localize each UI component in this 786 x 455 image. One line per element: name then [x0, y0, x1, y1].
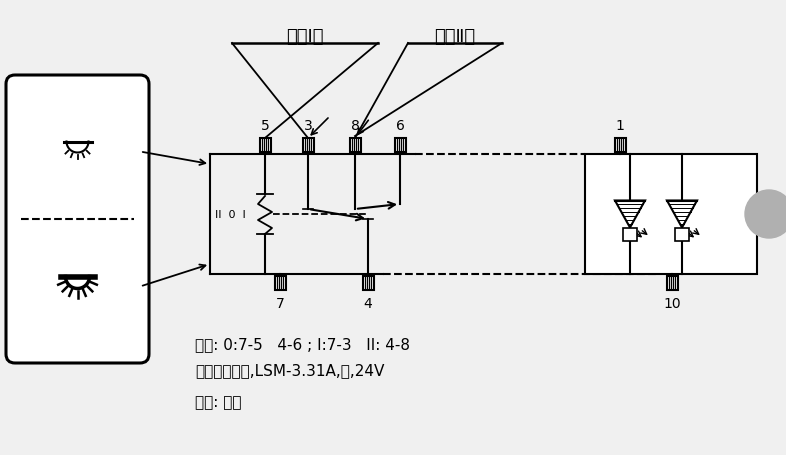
Bar	[303, 139, 314, 153]
Bar	[274, 276, 285, 290]
Text: II  0  I: II 0 I	[215, 210, 246, 219]
Bar	[585, 155, 757, 274]
Circle shape	[745, 191, 786, 238]
Polygon shape	[615, 201, 645, 228]
Bar	[623, 228, 637, 241]
Bar	[362, 276, 373, 290]
Bar	[395, 139, 406, 153]
Text: 4: 4	[364, 296, 373, 310]
Text: 档位: 0:7-5   4-6 ; I:7-3   II: 4-8: 档位: 0:7-5 4-6 ; I:7-3 II: 4-8	[195, 336, 410, 351]
Bar	[615, 139, 626, 153]
Text: 5: 5	[261, 119, 270, 133]
Bar	[675, 228, 689, 241]
Text: 顶灯面板开关,LSM-3.31A,白,24V: 顶灯面板开关,LSM-3.31A,白,24V	[195, 362, 384, 377]
Text: 上按Ⅰ档: 上按Ⅰ档	[286, 28, 324, 46]
Text: 背光: 白色: 背光: 白色	[195, 394, 241, 409]
Text: 6: 6	[395, 119, 405, 133]
Text: 3: 3	[303, 119, 312, 133]
Text: 下按Ⅱ档: 下按Ⅱ档	[435, 28, 476, 46]
Polygon shape	[667, 201, 697, 228]
Text: 7: 7	[276, 296, 285, 310]
Bar	[350, 139, 361, 153]
Text: 10: 10	[663, 296, 681, 310]
Text: 1: 1	[615, 119, 624, 133]
Bar	[667, 276, 678, 290]
Bar	[259, 139, 270, 153]
Text: 8: 8	[351, 119, 359, 133]
FancyBboxPatch shape	[6, 76, 149, 363]
